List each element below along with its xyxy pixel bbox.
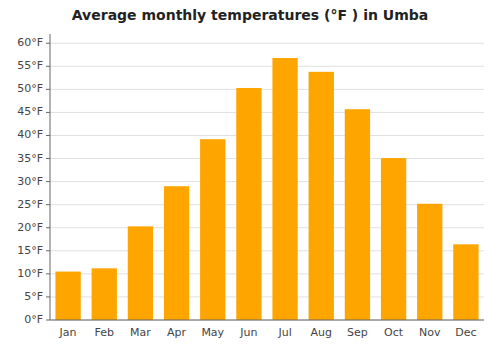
y-tick	[46, 89, 50, 90]
bar	[200, 139, 225, 320]
x-tick-label: May	[201, 326, 224, 339]
y-tick	[46, 66, 50, 67]
y-tick-label: 0°F	[24, 313, 43, 326]
grid-line	[50, 43, 484, 44]
bar	[417, 204, 442, 320]
page: {"chart_data": {"type": "bar", "title": …	[0, 0, 500, 350]
x-tick-label: Oct	[384, 326, 404, 339]
grid-line	[50, 181, 484, 182]
y-tick	[46, 320, 50, 321]
y-tick-label: 40°F	[17, 128, 43, 141]
y-tick-label: 60°F	[17, 36, 43, 49]
x-axis-line	[50, 320, 484, 321]
x-tick-label: Apr	[167, 326, 187, 339]
y-tick-label: 20°F	[17, 221, 43, 234]
bar	[381, 158, 406, 320]
bar	[453, 244, 478, 320]
grid-line	[50, 66, 484, 67]
x-tick-label: Mar	[130, 326, 151, 339]
y-tick-label: 50°F	[17, 82, 43, 95]
y-tick-label: 35°F	[17, 152, 43, 165]
x-tick-label: Feb	[95, 326, 114, 339]
y-tick-label: 30°F	[17, 175, 43, 188]
y-axis: 0°F 5°F 10°F 15°F 20°F 25°F 30°F 35°F 40°F 45°F 50…	[17, 34, 50, 326]
y-axis-line	[50, 34, 51, 320]
y-tick	[46, 135, 50, 136]
y-tick-label: 55°F	[17, 59, 43, 72]
x-tick-label: Dec	[455, 326, 476, 339]
x-tick-label: Jul	[277, 326, 291, 339]
y-tick-label: 5°F	[24, 290, 43, 303]
y-tick	[46, 158, 50, 159]
title: Average monthly temperatures (°F ) in Um…	[72, 7, 428, 23]
y-tick	[46, 227, 50, 228]
grid-line	[50, 135, 484, 136]
y-tick-label: 10°F	[17, 267, 43, 280]
y-tick	[46, 112, 50, 113]
bars	[55, 58, 478, 320]
grid-line	[50, 89, 484, 90]
bar	[92, 268, 117, 320]
bar	[128, 226, 153, 320]
x-tick-label: Nov	[419, 326, 441, 339]
grid-line	[50, 112, 484, 113]
bar	[55, 272, 80, 320]
y-tick-label: 25°F	[17, 198, 43, 211]
y-tick	[46, 204, 50, 205]
grid-line	[50, 320, 484, 321]
x-tick-label: Jun	[239, 326, 257, 339]
x-tick-label: Jan	[59, 326, 77, 339]
bar	[164, 186, 189, 320]
bar	[345, 109, 370, 320]
y-tick	[46, 296, 50, 297]
chart-svg: 0°F 5°F 10°F 15°F 20°F 25°F 30°F 35°F 40°F 45°F 50…	[0, 0, 500, 350]
x-axis: Jan Feb Mar Apr May Jun Jul Aug Sep Oct Nov Dec	[50, 320, 484, 339]
y-tick-label: 15°F	[17, 244, 43, 257]
y-tick	[46, 181, 50, 182]
bar	[236, 88, 261, 320]
x-tick-label: Aug	[311, 326, 332, 339]
y-tick-label: 45°F	[17, 105, 43, 118]
y-tick	[46, 273, 50, 274]
grid	[50, 43, 484, 320]
bar	[309, 72, 334, 320]
chart-container: 0°F 5°F 10°F 15°F 20°F 25°F 30°F 35°F 40°F 45°F 50…	[0, 0, 500, 350]
bar	[272, 58, 297, 320]
y-tick	[46, 250, 50, 251]
x-tick-label: Sep	[347, 326, 368, 339]
y-tick	[46, 43, 50, 44]
grid-line	[50, 158, 484, 159]
